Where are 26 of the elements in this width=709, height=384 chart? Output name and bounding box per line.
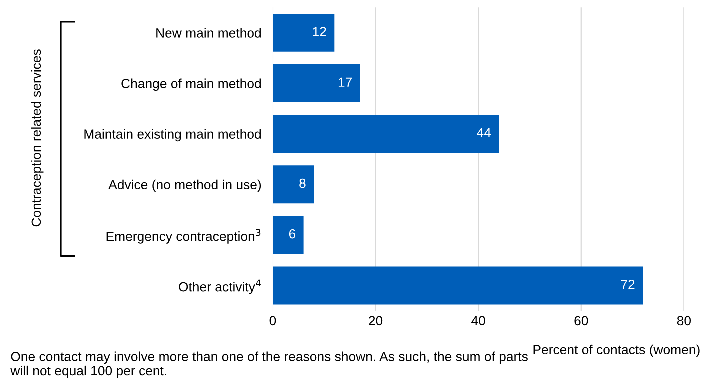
- x-tick-label: 40: [472, 316, 486, 326]
- x-axis-title: Percent of contacts (women): [534, 344, 700, 358]
- bar: [272, 14, 335, 52]
- bar: [272, 166, 314, 204]
- y-tick-label: Emergency contraception$^{3}$: [106, 229, 261, 244]
- text: One contact may involve more than one of the reasons shown. As such, the sum of parts will not equal 100 per cent.: [10, 352, 528, 378]
- y-tick-label: Maintain existing main method: [84, 129, 262, 142]
- y-tick-label: Advice (no method in use): [108, 180, 262, 192]
- x-tick-label: 0: [270, 316, 276, 326]
- data-label: 17: [338, 78, 352, 87]
- x-tick-label: 80: [677, 316, 692, 326]
- data-label: 44: [477, 128, 492, 138]
- bar: [272, 115, 500, 154]
- x-tick-label: 60: [574, 316, 588, 326]
- y-tick-label: New main method: [156, 28, 262, 38]
- x-tick-label: 20: [369, 316, 383, 326]
- bar: [272, 266, 644, 305]
- y-tick-label: Other activity$^{4}$: [179, 280, 261, 294]
- data-label: 72: [621, 280, 635, 290]
- data-label: 12: [313, 27, 326, 36]
- bar: [272, 64, 360, 102]
- data-label: 8: [300, 178, 306, 188]
- y-tick-label: Change of main method: [122, 78, 262, 92]
- text: Contraception related services: [31, 50, 44, 227]
- bar: [272, 216, 304, 254]
- data-label: 6: [289, 229, 296, 239]
